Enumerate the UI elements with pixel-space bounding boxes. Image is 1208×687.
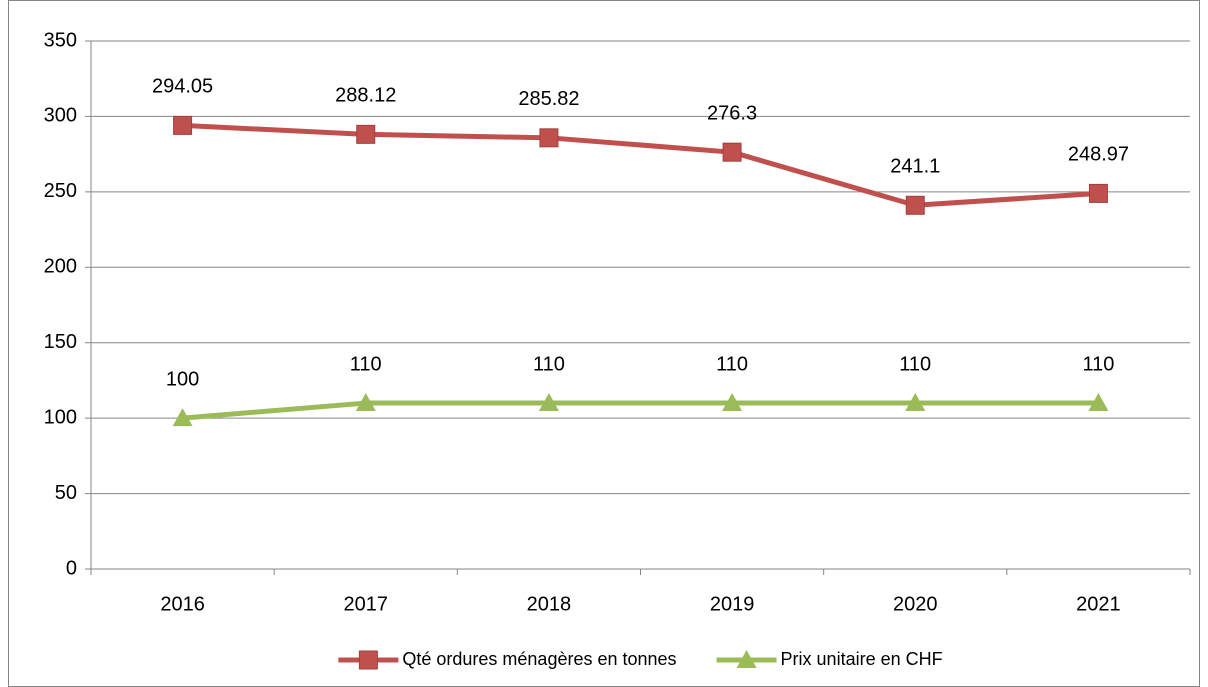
data-label: 288.12 [335,85,396,107]
data-point [1088,393,1109,412]
data-label: 276.3 [707,102,757,124]
chart-frame [8,0,1200,687]
data-point [1088,183,1108,203]
legend-marker [358,650,378,670]
data-point [356,124,376,144]
data-label: 294.05 [152,76,213,98]
y-tick-label: 150 [44,331,77,353]
y-tick-label: 0 [66,557,77,579]
data-label: 110 [1082,353,1114,375]
data-label: 285.82 [518,88,579,110]
y-tick-label: 50 [55,482,77,504]
data-point [722,142,742,162]
y-tick-label: 350 [44,29,77,51]
y-tick-label: 300 [44,105,77,127]
y-tick-label: 200 [44,256,77,278]
x-tick-label: 2018 [527,593,572,615]
data-label: 110 [899,353,931,375]
data-label: 110 [533,353,565,375]
data-point [538,393,559,412]
data-label: 100 [166,368,199,390]
legend-marker [736,650,757,668]
x-tick-label: 2017 [344,593,389,615]
series-line [182,400,1099,421]
y-tick-label: 100 [44,406,77,428]
data-point [539,128,559,148]
x-tick-label: 2021 [1076,593,1121,615]
data-point [905,393,926,412]
data-point [173,115,193,135]
data-label: 248.97 [1068,144,1129,166]
data-label: 110 [350,353,382,375]
series-line [182,122,1099,208]
legend-label: Qté ordures ménagères en tonnes [402,649,676,669]
data-point [172,408,193,427]
data-point [355,393,376,412]
legend-label: Prix unitaire en CHF [781,649,943,669]
data-point [905,195,925,215]
data-label: 241.1 [890,156,940,178]
x-tick-label: 2019 [710,593,755,615]
data-point [722,393,743,412]
x-tick-label: 2016 [160,593,205,615]
data-label: 110 [716,353,748,375]
x-tick-label: 2020 [893,593,938,615]
y-tick-label: 250 [44,180,77,202]
